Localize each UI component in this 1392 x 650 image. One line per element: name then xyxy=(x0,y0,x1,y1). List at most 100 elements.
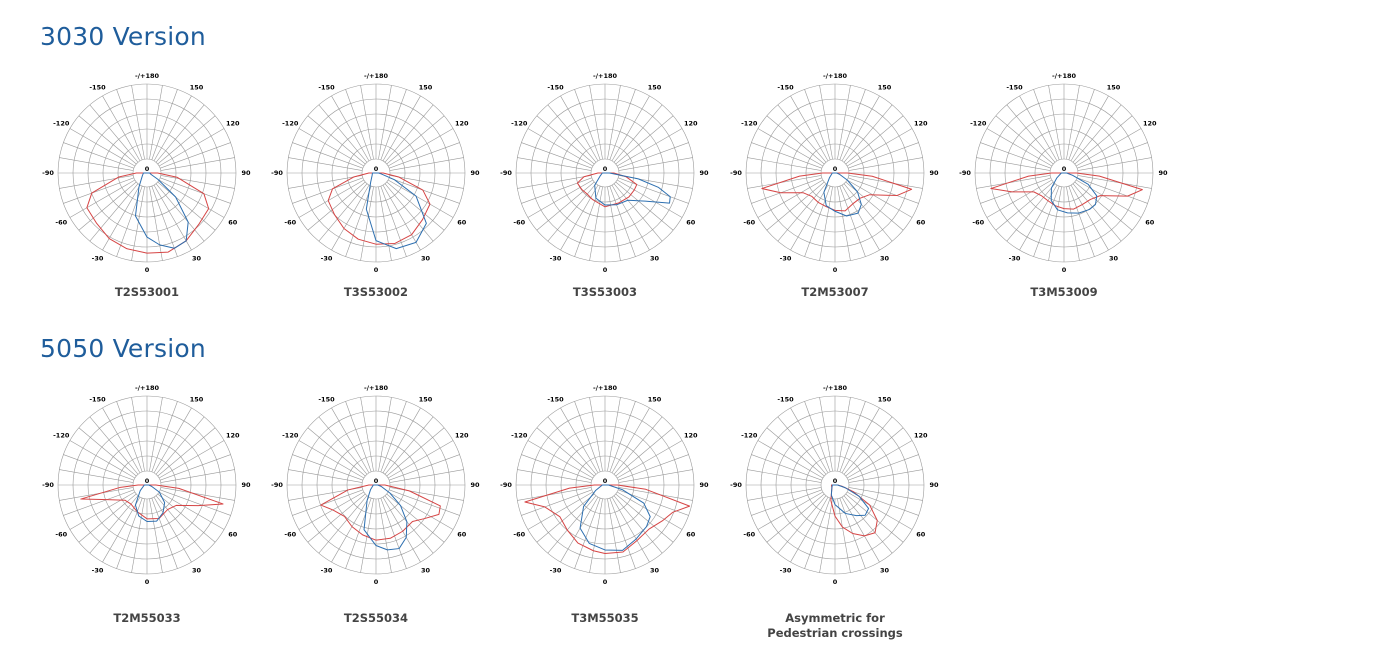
tick-label-left-90: -90 xyxy=(500,481,512,489)
grid-spoke xyxy=(777,416,827,475)
grid-spoke xyxy=(527,128,594,167)
grid-spoke xyxy=(131,186,145,261)
tick-label-left-90: -90 xyxy=(959,169,971,177)
grid-spoke xyxy=(160,157,235,171)
tick-label-right-30: 30 xyxy=(421,567,431,575)
grid-spoke xyxy=(615,427,674,477)
grid-spoke xyxy=(819,186,833,261)
grid-spoke xyxy=(751,142,822,169)
grid-spoke xyxy=(1077,157,1152,171)
chart-label: Asymmetric for Pedestrian crossings xyxy=(767,611,903,640)
tick-label-right-150: 150 xyxy=(878,395,892,403)
tick-label-right-60: 60 xyxy=(916,219,926,227)
tick-label-right-60: 60 xyxy=(686,531,696,539)
grid-spoke xyxy=(151,186,178,257)
grid-spoke xyxy=(1075,128,1142,167)
tick-label-left-90: -90 xyxy=(271,169,283,177)
tick-label-right-60: 60 xyxy=(228,531,238,539)
grid-spoke xyxy=(547,104,597,163)
polar-plot: -/+180 0 0 -150 150 -120 120 -90 90 -60 60 -30 30 xyxy=(42,384,251,586)
grid-spoke xyxy=(574,401,601,472)
grid-spoke xyxy=(846,440,913,479)
grid-spoke xyxy=(837,498,851,573)
grid-spoke xyxy=(618,487,693,501)
tick-label-right-150: 150 xyxy=(648,395,662,403)
tick-label-180: -/+180 xyxy=(364,72,389,80)
grid-spoke xyxy=(59,469,134,483)
grid-spoke xyxy=(63,454,134,481)
grid-spoke xyxy=(804,89,831,160)
grid-spoke xyxy=(386,493,445,543)
tick-label-right-60: 60 xyxy=(457,531,467,539)
grid-spoke xyxy=(845,427,904,477)
grid-spoke xyxy=(382,496,421,563)
center-label: 0 xyxy=(374,165,379,173)
grid-spoke xyxy=(288,157,363,171)
center-label: 0 xyxy=(603,477,608,485)
tick-label-right-120: 120 xyxy=(684,432,698,440)
tick-label-right-90: 90 xyxy=(470,481,480,489)
grid-spoke xyxy=(160,177,231,204)
grid-spoke xyxy=(527,440,594,479)
tick-label-right-90: 90 xyxy=(470,169,480,177)
tick-label-left-120: -120 xyxy=(282,432,299,440)
grid-spoke xyxy=(804,498,831,569)
grid-spoke xyxy=(1077,177,1148,204)
center-label: 0 xyxy=(833,477,838,485)
grid-spoke xyxy=(160,487,235,501)
tick-label-right-150: 150 xyxy=(190,395,204,403)
grid-spoke xyxy=(837,397,851,472)
chart-label: T3M55035 xyxy=(571,611,639,625)
grid-spoke xyxy=(536,493,595,543)
tick-label-left-30: -30 xyxy=(550,567,562,575)
grid-spoke xyxy=(839,186,866,257)
tick-label-180: -/+180 xyxy=(135,72,160,80)
grid-spoke xyxy=(158,440,225,479)
grid-spoke xyxy=(131,85,145,160)
tick-label-left-150: -150 xyxy=(777,83,794,91)
polar-plot: -/+180 0 0 -150 150 -120 120 -90 90 -60 60 -30 30 xyxy=(271,72,480,274)
grid-spoke xyxy=(1070,184,1109,251)
grid-spoke xyxy=(848,454,919,481)
grid-spoke xyxy=(1033,89,1060,160)
grid-spoke xyxy=(777,183,827,242)
grid-spoke xyxy=(158,491,225,530)
polar-plot: -/+180 0 0 -150 150 -120 120 -90 90 -60 60 -30 30 xyxy=(730,384,939,586)
tick-label-left-90: -90 xyxy=(271,481,283,489)
tick-label-right-60: 60 xyxy=(916,531,926,539)
tick-label-left-90: -90 xyxy=(42,169,54,177)
grid-spoke xyxy=(777,104,827,163)
tick-label-right-30: 30 xyxy=(880,567,890,575)
grid-spoke xyxy=(1006,104,1056,163)
grid-spoke xyxy=(386,427,445,477)
grid-spoke xyxy=(521,177,592,204)
tick-label-left-30: -30 xyxy=(321,255,333,263)
grid-spoke xyxy=(536,115,595,165)
grid-spoke xyxy=(298,128,365,167)
center-label: 0 xyxy=(145,165,150,173)
grid-spoke xyxy=(547,416,597,475)
grid-spoke xyxy=(613,183,663,242)
grid-spoke xyxy=(751,454,822,481)
grid-spoke xyxy=(747,157,822,171)
grid-spoke xyxy=(1072,183,1122,242)
grid-spoke xyxy=(766,493,825,543)
grid-spoke xyxy=(151,498,178,569)
grid-spoke xyxy=(78,493,137,543)
tick-label-right-30: 30 xyxy=(880,255,890,263)
chart-label: T3M53009 xyxy=(1030,285,1098,299)
tick-label-right-120: 120 xyxy=(914,432,928,440)
tick-label-left-30: -30 xyxy=(92,255,104,263)
grid-spoke xyxy=(616,128,683,167)
chart-label: T2S55034 xyxy=(343,611,409,625)
grid-spoke xyxy=(116,89,143,160)
grid-spoke xyxy=(151,89,178,160)
curve-blue xyxy=(579,484,651,551)
tick-label-right-90: 90 xyxy=(1158,169,1168,177)
grid-spoke xyxy=(574,89,601,160)
curve-blue xyxy=(365,172,427,250)
grid-spoke xyxy=(63,177,134,204)
tick-label-180: -/+180 xyxy=(823,384,848,392)
grid-spoke xyxy=(149,397,163,472)
grid-spoke xyxy=(976,175,1051,189)
